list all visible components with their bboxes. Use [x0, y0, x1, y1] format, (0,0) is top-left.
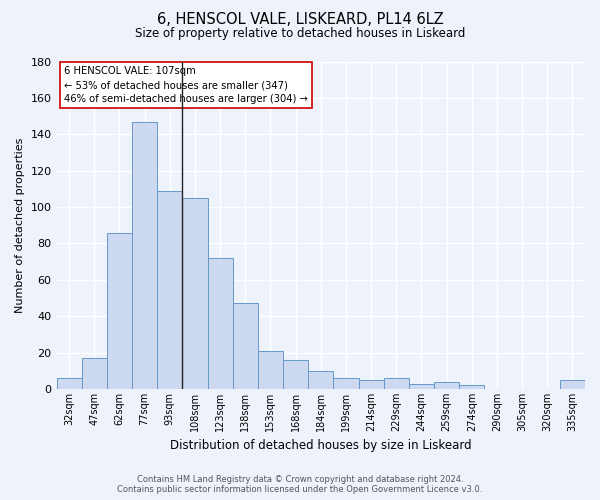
Bar	[434, 382, 459, 389]
Text: 6, HENSCOL VALE, LISKEARD, PL14 6LZ: 6, HENSCOL VALE, LISKEARD, PL14 6LZ	[157, 12, 443, 28]
Bar	[459, 386, 484, 389]
Bar	[208, 258, 233, 389]
Bar	[82, 358, 107, 389]
Bar	[359, 380, 383, 389]
Bar	[283, 360, 308, 389]
Bar	[233, 304, 258, 389]
Bar	[258, 351, 283, 389]
Bar	[107, 232, 132, 389]
Text: Size of property relative to detached houses in Liskeard: Size of property relative to detached ho…	[135, 28, 465, 40]
Bar	[308, 371, 334, 389]
Bar	[56, 378, 82, 389]
Text: Contains HM Land Registry data © Crown copyright and database right 2024.
Contai: Contains HM Land Registry data © Crown c…	[118, 474, 482, 494]
Bar	[182, 198, 208, 389]
Bar	[157, 190, 182, 389]
Y-axis label: Number of detached properties: Number of detached properties	[15, 138, 25, 313]
Bar	[560, 380, 585, 389]
Bar	[409, 384, 434, 389]
Bar	[383, 378, 409, 389]
Bar	[132, 122, 157, 389]
Bar	[334, 378, 359, 389]
X-axis label: Distribution of detached houses by size in Liskeard: Distribution of detached houses by size …	[170, 440, 472, 452]
Text: 6 HENSCOL VALE: 107sqm
← 53% of detached houses are smaller (347)
46% of semi-de: 6 HENSCOL VALE: 107sqm ← 53% of detached…	[64, 66, 308, 104]
